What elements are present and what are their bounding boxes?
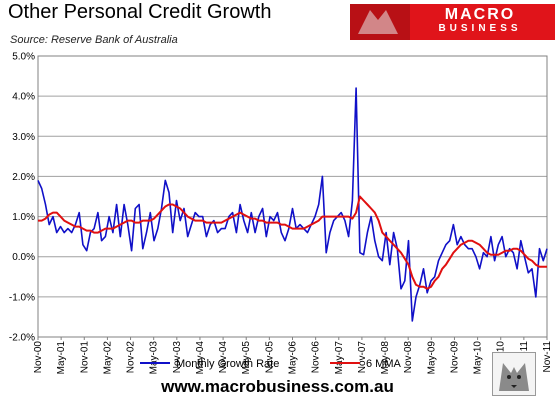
monthly-growth-line (37, 87, 548, 322)
x-tick-label: May-01 (56, 341, 67, 375)
x-tick-label: Nov-08 (403, 341, 414, 374)
logo-wolf-icon (350, 4, 410, 40)
x-tick-label: May-10 (473, 341, 484, 375)
x-tick-label: May-02 (102, 341, 113, 375)
logo-line-2: BUSINESS (438, 23, 522, 34)
x-tick-label: Nov-09 (449, 341, 460, 374)
macrobusiness-logo: MACRO BUSINESS (350, 4, 555, 40)
chart-series (37, 87, 548, 322)
chart-source: Source: Reserve Bank of Australia (10, 34, 178, 46)
chart-grid (38, 55, 547, 338)
x-tick-label: Nov-06 (311, 341, 322, 374)
x-tick-label: May-06 (288, 341, 299, 375)
footer-url: www.macrobusiness.com.au (161, 377, 394, 396)
x-tick-label: Nov-00 (33, 341, 44, 374)
plot-frame (37, 55, 548, 338)
legend-label: Monthly Growth Rate (176, 358, 279, 370)
x-tick-label: Nov-02 (126, 341, 137, 374)
x-tick-label: May-08 (380, 341, 391, 375)
legend-label: 6 MMA (366, 358, 402, 370)
x-tick-label: May-03 (149, 341, 160, 375)
x-tick-label: Nov-07 (357, 341, 368, 374)
y-tick-label: 4.0% (12, 92, 35, 103)
y-tick-label: 0.0% (12, 252, 35, 263)
x-tick-label: May-04 (195, 341, 206, 375)
y-tick-label: 1.0% (12, 212, 35, 223)
y-tick-label: 5.0% (12, 52, 35, 63)
y-axis-ticks: -2.0% -1.0% 0.0% 1.0% 2.0% 3.0% 4.0% 5.0% (9, 52, 35, 344)
x-tick-label: Nov-01 (79, 341, 90, 374)
logo-line-1: MACRO (444, 6, 516, 23)
x-tick-label: May-09 (426, 341, 437, 375)
mma-line (38, 195, 547, 290)
x-tick-label: Nov-05 (264, 341, 275, 374)
x-tick-label: Nov-04 (218, 341, 229, 374)
y-tick-label: 3.0% (12, 132, 35, 143)
x-tick-label: May-07 (334, 341, 345, 375)
chart-legend: Monthly Growth Rate 6 MMA (140, 358, 402, 370)
x-tick-label: Nov-11 (542, 341, 553, 373)
y-tick-label: 2.0% (12, 172, 35, 183)
x-axis-ticks: Nov-00 May-01 Nov-01 May-02 Nov-02 May-03 Nov-… (33, 337, 553, 374)
y-tick-label: -2.0% (9, 333, 35, 344)
x-tick-label: Nov-03 (172, 341, 183, 374)
wolf-portrait-icon (492, 352, 536, 396)
x-tick-label: May-05 (241, 341, 252, 375)
y-tick-label: -1.0% (9, 292, 35, 303)
chart-title: Other Personal Credit Growth (8, 1, 272, 23)
